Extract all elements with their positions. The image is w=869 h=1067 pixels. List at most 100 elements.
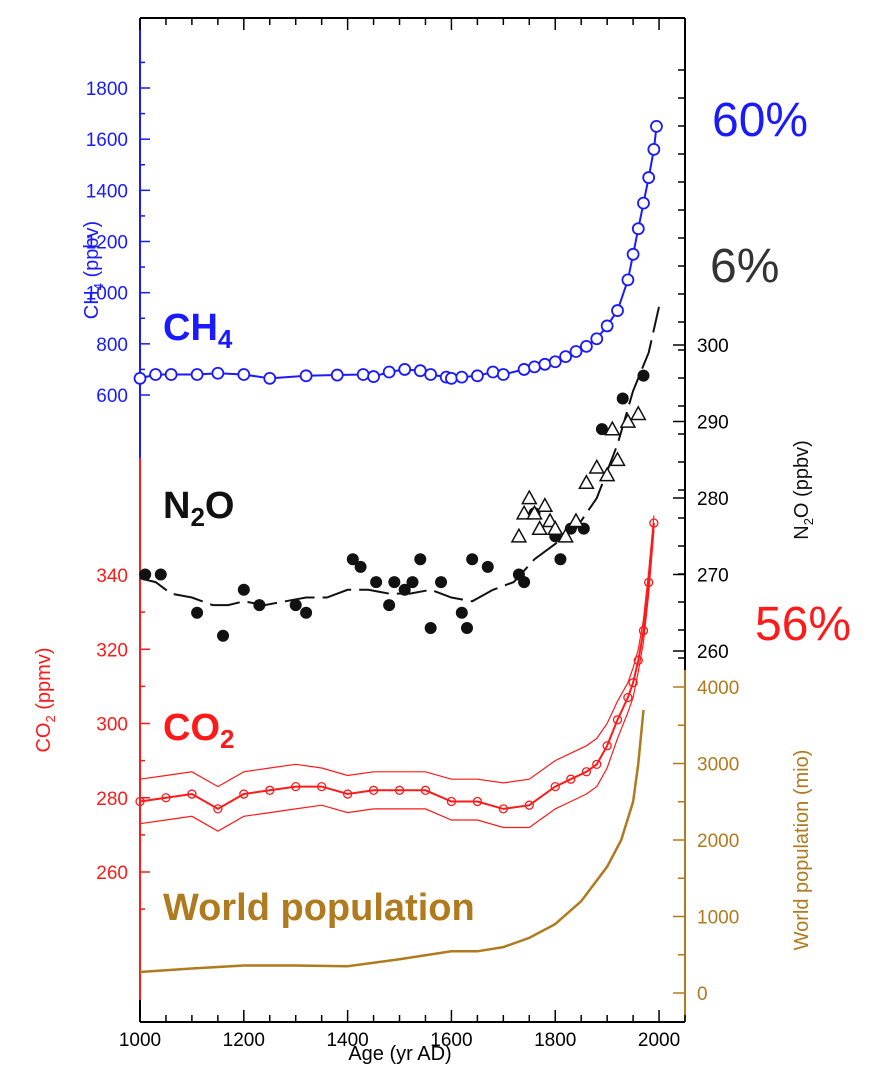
x-tick-label: 1600 bbox=[430, 1030, 472, 1051]
n2o-dot bbox=[289, 599, 302, 612]
n2o-tick-label: 290 bbox=[697, 413, 729, 434]
co2-point bbox=[612, 715, 623, 725]
n2o-triangle bbox=[526, 504, 543, 520]
n2o-triangle bbox=[510, 527, 528, 543]
n2o-dot bbox=[435, 576, 448, 589]
n2o-triangle bbox=[521, 489, 538, 505]
population-tick-label: 2000 bbox=[697, 831, 739, 852]
co2-band-lower bbox=[139, 530, 655, 832]
co2-point bbox=[472, 796, 483, 807]
n2o-dot bbox=[616, 392, 629, 405]
co2-point bbox=[446, 796, 457, 807]
population-axis-title: World population (mio) bbox=[791, 750, 813, 951]
co2-point bbox=[342, 789, 353, 799]
co2-tick-label: 260 bbox=[96, 863, 128, 884]
ch4-point bbox=[330, 368, 344, 382]
n2o-triangle bbox=[567, 512, 585, 528]
n2o-dot bbox=[406, 576, 419, 589]
n2o-triangle bbox=[619, 412, 637, 428]
co2-band-upper bbox=[139, 515, 655, 788]
co2-point bbox=[187, 789, 197, 799]
ch4-point bbox=[299, 369, 313, 383]
ch4-change-label: 60% bbox=[712, 94, 808, 147]
ch4-point bbox=[496, 368, 510, 381]
co2-tick-label: 320 bbox=[96, 640, 128, 661]
x-tick-label: 1000 bbox=[119, 1030, 161, 1051]
population-tick-label: 0 bbox=[697, 984, 708, 1005]
n2o-dot bbox=[554, 553, 567, 566]
ch4-point bbox=[263, 371, 277, 385]
co2-tick-label: 280 bbox=[96, 789, 128, 810]
n2o-dot bbox=[595, 423, 608, 436]
ch4-tick-label: 1600 bbox=[86, 130, 128, 151]
ch4-tick-label: 800 bbox=[96, 335, 128, 356]
ch4-point bbox=[486, 365, 500, 379]
ch4-tick-label: 1000 bbox=[86, 284, 128, 305]
ch4-axis-title: CH4 (ppbv) bbox=[81, 221, 106, 319]
co2-point bbox=[623, 692, 633, 703]
n2o-dot bbox=[414, 553, 427, 566]
population-line bbox=[139, 709, 645, 974]
data-layer bbox=[133, 119, 663, 974]
n2o-dot bbox=[370, 576, 383, 589]
n2o-triangle bbox=[557, 527, 574, 543]
n2o-dot bbox=[383, 599, 396, 612]
n2o-dot bbox=[398, 583, 411, 596]
population-tick-label: 3000 bbox=[697, 755, 739, 776]
ch4-point bbox=[590, 332, 604, 346]
population-tick-label: 1000 bbox=[697, 908, 739, 929]
n2o-dot bbox=[191, 606, 204, 619]
ch4-point bbox=[211, 366, 225, 380]
ch4-point bbox=[445, 371, 458, 385]
ch4-point bbox=[548, 355, 562, 369]
axes: 1000 1200 1400 1600 1800 2000 600 800 1000 1200 14… bbox=[86, 18, 739, 1051]
n2o-triangle bbox=[546, 520, 564, 535]
ch4-point bbox=[133, 371, 147, 385]
co2-point bbox=[524, 800, 534, 810]
n2o-triangle bbox=[604, 420, 621, 436]
n2o-tick-label: 300 bbox=[697, 336, 729, 357]
n2o-triangle bbox=[588, 458, 606, 474]
ch4-point bbox=[424, 368, 438, 381]
ch4-point bbox=[559, 350, 573, 364]
ch4-point bbox=[237, 368, 251, 381]
co2-point bbox=[213, 804, 223, 814]
n2o-dot bbox=[253, 599, 266, 612]
ch4-point bbox=[190, 368, 204, 381]
ch4-point bbox=[398, 363, 412, 376]
co2-point bbox=[239, 789, 249, 799]
co2-point bbox=[649, 518, 659, 528]
co2-point bbox=[628, 678, 638, 688]
co2-tick-label: 340 bbox=[96, 566, 128, 587]
ch4-tick-label: 1400 bbox=[86, 181, 128, 202]
co2-point bbox=[368, 785, 379, 795]
co2-point bbox=[135, 796, 145, 807]
co2-point bbox=[394, 785, 405, 795]
n2o-dot bbox=[346, 553, 359, 566]
ch4-tick-label: 600 bbox=[96, 386, 128, 407]
ch4-point bbox=[626, 247, 640, 261]
co2-point bbox=[644, 577, 654, 588]
co2-point bbox=[633, 655, 643, 666]
co2-change-label: 56% bbox=[755, 598, 851, 651]
co2-label: CO2 bbox=[163, 707, 234, 754]
co2-point bbox=[265, 785, 275, 795]
co2-point bbox=[581, 767, 592, 777]
co2-point bbox=[317, 781, 327, 792]
x-tick-label: 1400 bbox=[326, 1030, 368, 1051]
ch4-point bbox=[538, 357, 552, 371]
ch4-point bbox=[455, 370, 469, 384]
ch4-tick-label: 1200 bbox=[86, 233, 128, 254]
n2o-dot bbox=[461, 622, 473, 635]
ch4-point bbox=[579, 339, 593, 353]
population-tick-label: 4000 bbox=[697, 678, 739, 699]
n2o-dot bbox=[466, 553, 479, 566]
co2-point bbox=[602, 741, 612, 751]
n2o-dot bbox=[354, 560, 367, 573]
ch4-point bbox=[367, 370, 380, 383]
co2-axis-title: CO2 (ppmv) bbox=[33, 647, 58, 752]
n2o-triangle bbox=[609, 451, 626, 467]
ch4-point bbox=[600, 319, 614, 333]
co2-point bbox=[161, 793, 171, 803]
